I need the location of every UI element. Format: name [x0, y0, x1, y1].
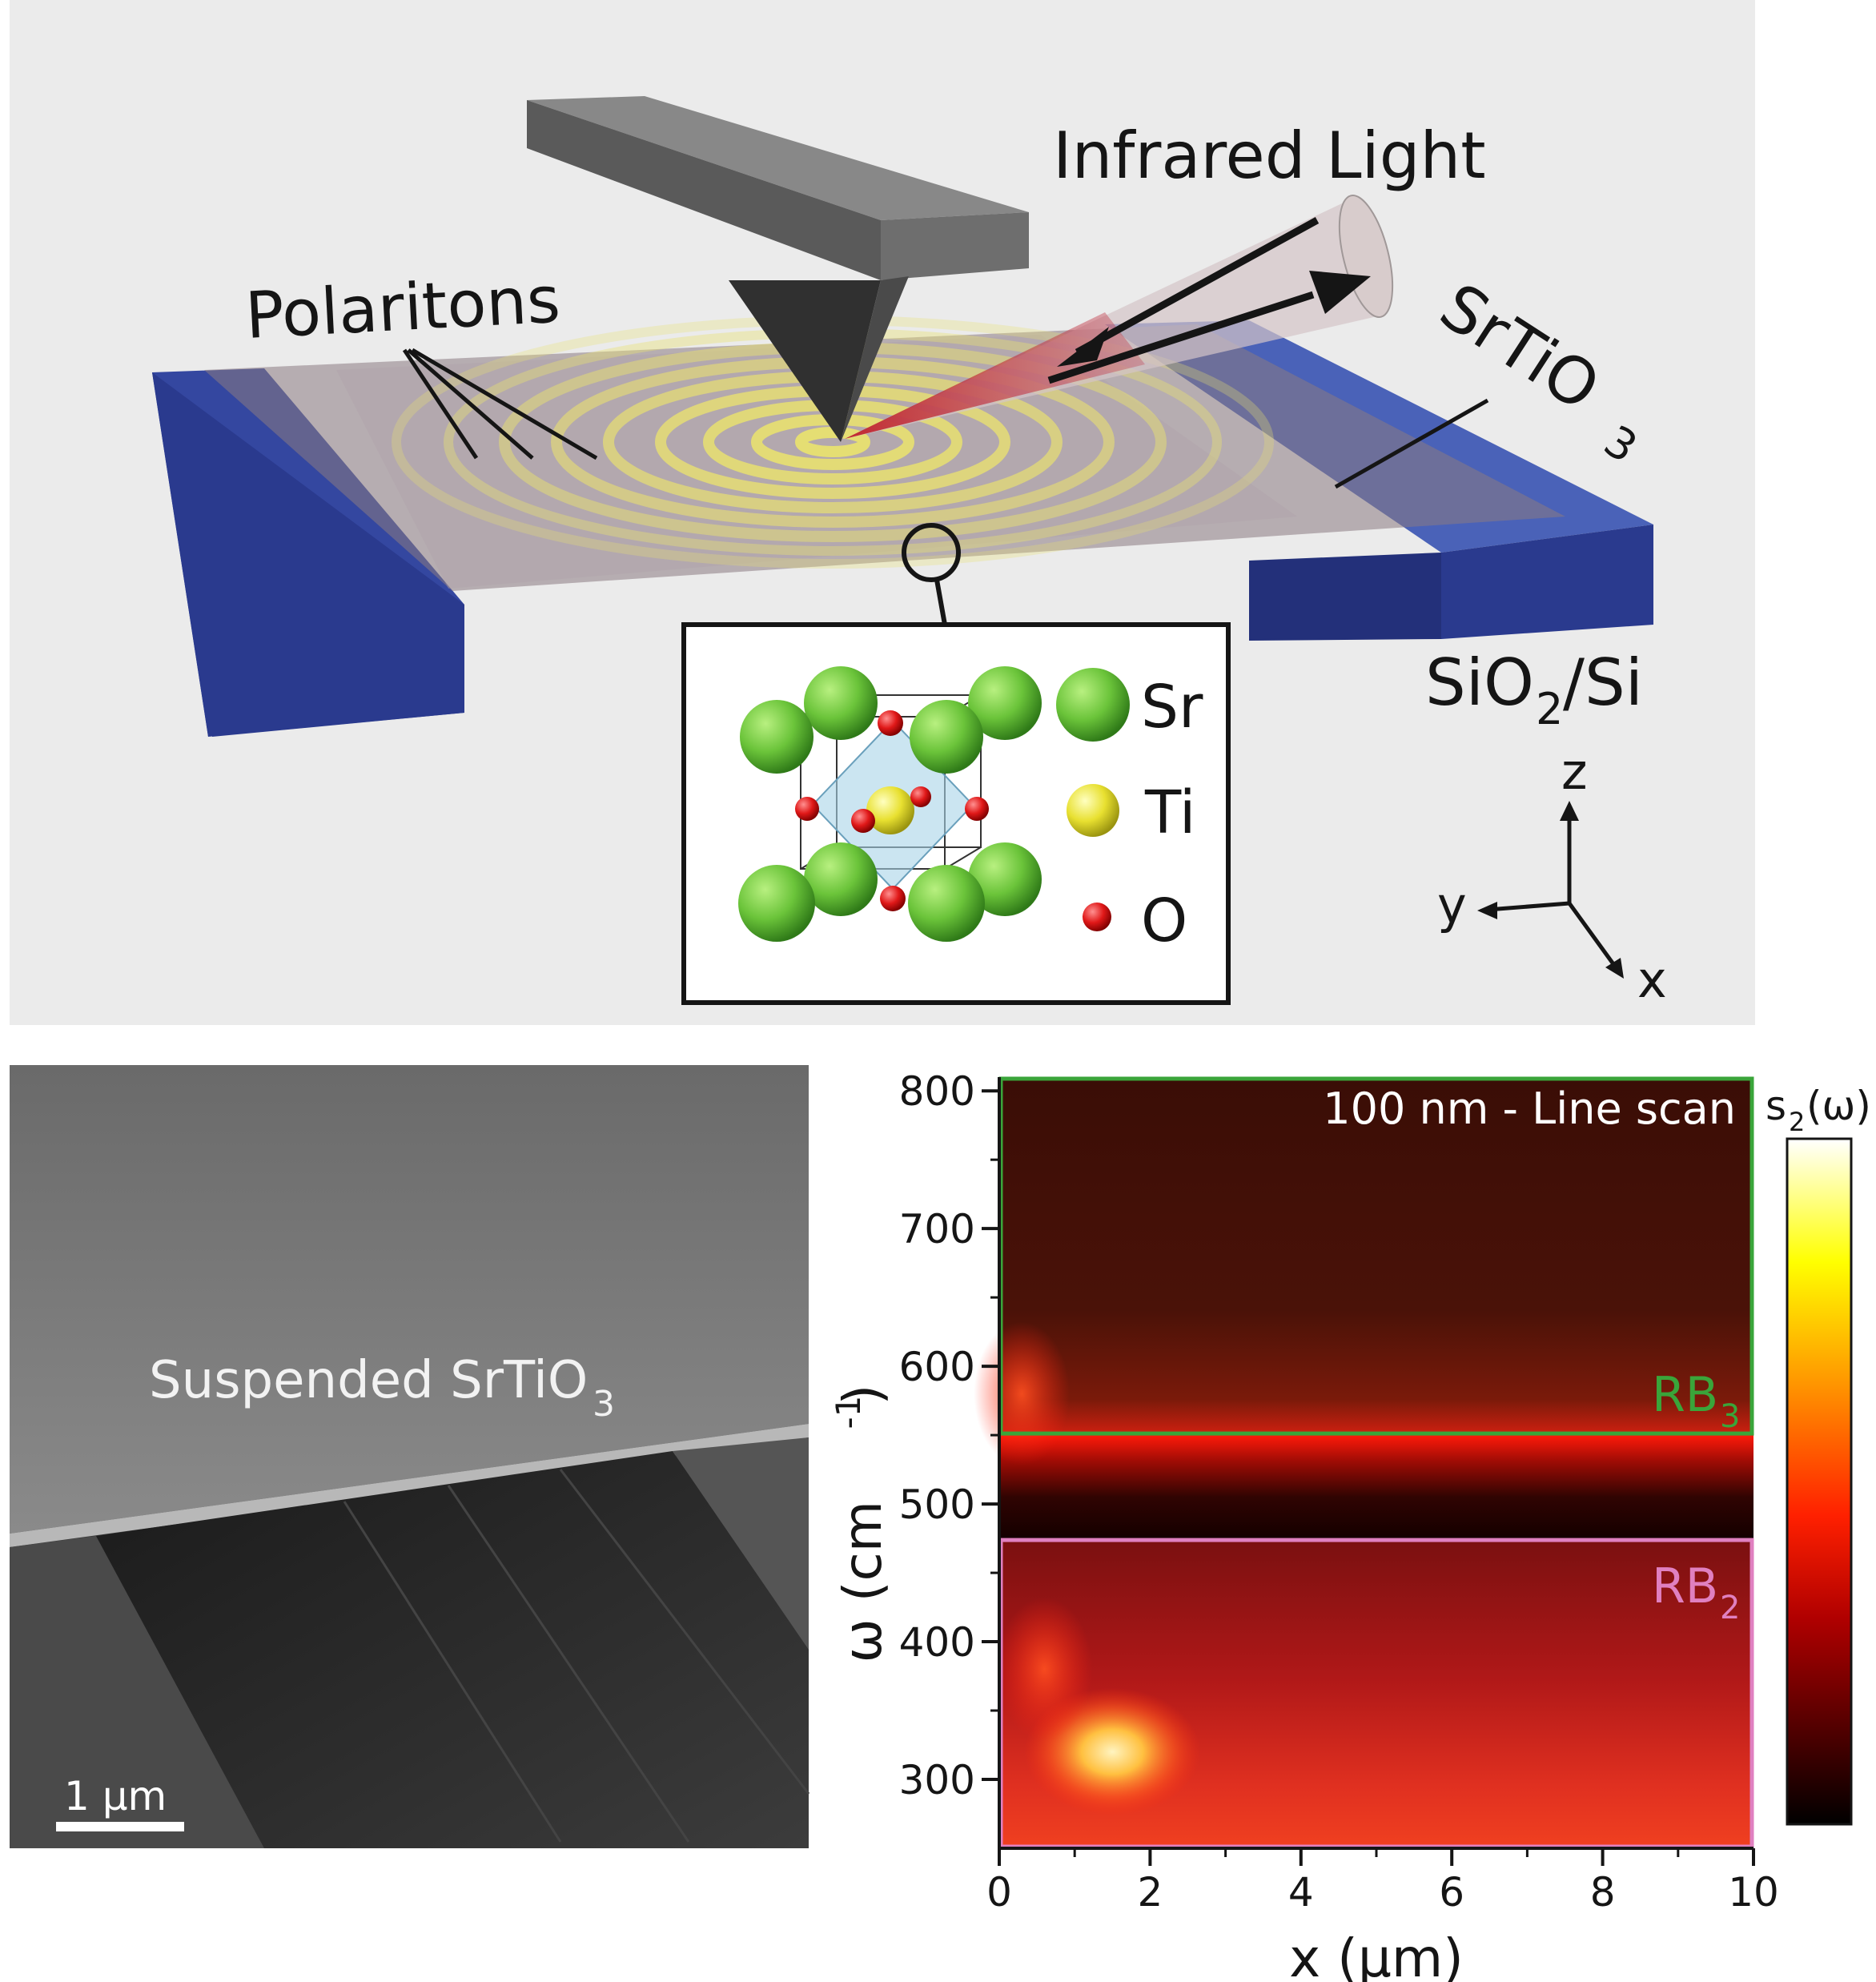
- crystal-inset: Sr Ti O: [681, 622, 1231, 1005]
- legend-sr-swatch: [1056, 668, 1130, 742]
- label-polaritons: Polaritons: [243, 263, 562, 353]
- sr-atom: [968, 842, 1042, 916]
- heatmap-chart: 300 400 500 600 700 800 0 2 4 6 8 10 100 nm - Line …: [829, 1068, 1871, 1982]
- x-axis-label: x (μm): [1289, 1928, 1464, 1982]
- rb3-edge-glow: [974, 1321, 1071, 1466]
- y-tick-label: 500: [899, 1481, 975, 1528]
- y-axis-label-main: ω (cm: [832, 1501, 894, 1663]
- x-tick-label: 6: [1439, 1869, 1464, 1916]
- o-atom: [880, 886, 906, 911]
- x-axis-line: [1567, 902, 1618, 969]
- chart-title: 100 nm - Line scan: [1323, 1083, 1736, 1134]
- substrate-left: [152, 368, 464, 737]
- legend-sr-label: Sr: [1141, 673, 1203, 742]
- sem-trench-texture: [343, 1469, 810, 1843]
- afm-tip: [527, 96, 1029, 442]
- rb2-edge-glow: [996, 1597, 1093, 1742]
- y-tick-label: 400: [899, 1619, 975, 1666]
- sr-atom: [908, 865, 985, 942]
- sr-atom: [968, 666, 1042, 740]
- y-tick-label: 600: [899, 1344, 975, 1390]
- magnifier-circle: [902, 523, 961, 582]
- coordinate-axes: z y x: [1437, 742, 1667, 1009]
- sem-membrane-top: [10, 1065, 809, 1534]
- colorbar: [1786, 1137, 1853, 1826]
- sem-trench: [96, 1451, 809, 1848]
- sem-left-wall: [10, 1536, 264, 1848]
- legend-o-label: O: [1141, 886, 1187, 955]
- sem-scale-label: 1 μm: [64, 1773, 167, 1819]
- sr-atom: [740, 700, 813, 774]
- sr-atom: [738, 865, 815, 942]
- srtio3-pointer-line: [1334, 398, 1489, 489]
- o-atom: [851, 809, 875, 833]
- ti-atom: [866, 786, 914, 834]
- arrow-head-out: [1309, 271, 1371, 314]
- o-atom: [965, 797, 989, 821]
- sem-membrane-edge: [10, 1424, 809, 1547]
- region-label-rb3: RB: [1652, 1367, 1718, 1423]
- y-axis-label-end: ): [832, 1385, 894, 1405]
- label-substrate-a: SiO: [1425, 645, 1534, 720]
- colorbar-label-end: (ω): [1806, 1083, 1871, 1129]
- legend-ti-label: Ti: [1144, 778, 1196, 847]
- magnifier-stem: [934, 579, 947, 625]
- colorbar-label-sub: 2: [1789, 1107, 1805, 1137]
- y-tick-label: 800: [899, 1068, 975, 1115]
- label-substrate-b: /Si: [1563, 645, 1643, 720]
- label-infrared-light: Infrared Light: [1053, 119, 1486, 193]
- beam-arrows: [1047, 217, 1320, 384]
- z-axis-arrow: [1560, 801, 1579, 821]
- o-atom: [795, 797, 819, 821]
- sem-right-wall: [673, 1437, 809, 1650]
- y-axis-arrow: [1477, 902, 1497, 919]
- sr-atom: [804, 842, 878, 916]
- sem-panel: Suspended SrTiO 3 1 μm: [10, 1065, 810, 1848]
- y-tick-label: 300: [899, 1757, 975, 1803]
- label-substrate: SiO 2 /Si: [1425, 645, 1643, 734]
- colorbar-label-main: s: [1766, 1083, 1786, 1129]
- band-rb3: [999, 1077, 1753, 1436]
- x-tick-label: 2: [1137, 1869, 1163, 1916]
- legend-o-swatch: [1083, 903, 1111, 931]
- x-tick-label: 8: [1590, 1869, 1616, 1916]
- sem-scale-bar: [56, 1822, 184, 1831]
- x-tick-label: 10: [1728, 1869, 1779, 1916]
- region-label-rb2: RB: [1652, 1558, 1718, 1614]
- axis-label-z: z: [1561, 742, 1588, 801]
- schematic-panel: Infrared Light Polaritons SrTiO 3 SiO 2 …: [10, 0, 1755, 1025]
- sr-atom: [804, 666, 878, 740]
- x-axis-arrow: [1605, 958, 1624, 979]
- o-atom: [878, 710, 903, 736]
- legend-ti-swatch: [1067, 784, 1119, 837]
- axis-label-y: y: [1437, 876, 1467, 935]
- sr-atom: [910, 700, 983, 774]
- sem-label-subscript: 3: [593, 1384, 615, 1425]
- y-tick-label: 700: [899, 1206, 975, 1252]
- label-substrate-sub: 2: [1536, 684, 1563, 734]
- axis-label-x: x: [1637, 951, 1667, 1009]
- arrow-head-in: [1057, 327, 1109, 367]
- sem-label: Suspended SrTiO 3: [149, 1351, 615, 1425]
- polariton-pointer-lines: [402, 348, 598, 460]
- region-label-rb3-sub: 3: [1720, 1398, 1740, 1435]
- region-label-rb2-sub: 2: [1720, 1590, 1740, 1626]
- x-tick-label: 4: [1288, 1869, 1314, 1916]
- x-tick-label: 0: [986, 1869, 1012, 1916]
- y-axis-label-sup: -1: [829, 1396, 868, 1429]
- chart-axes: 300 400 500 600 700 800 0 2 4 6 8 10: [899, 1068, 1779, 1916]
- y-axis-line: [1487, 901, 1570, 912]
- y-axis-label: ω (cm -1 ): [829, 1385, 894, 1663]
- band-reststrahlen-gap: [999, 1435, 1753, 1539]
- o-atom: [910, 786, 931, 807]
- sem-label-text: Suspended SrTiO: [149, 1351, 588, 1410]
